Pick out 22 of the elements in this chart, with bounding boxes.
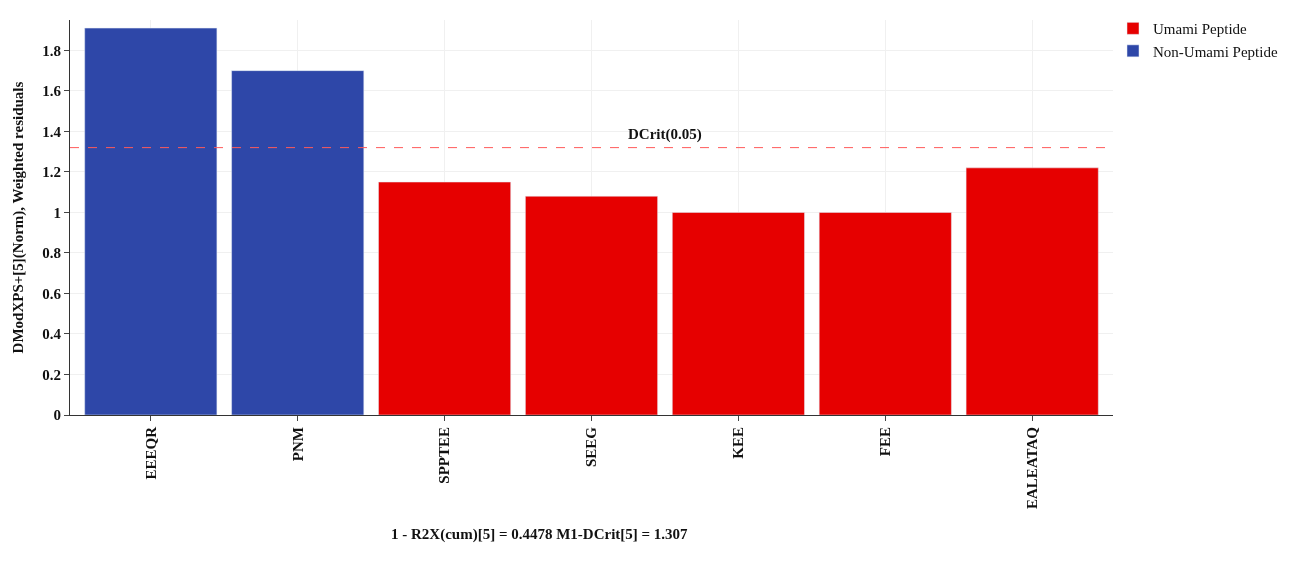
legend-label: Non-Umami Peptide (1153, 43, 1278, 60)
y-axis-title: DModXPS+[5](Norm), Weighted residuals (9, 81, 27, 354)
y-tick-label: 1.2 (42, 164, 61, 181)
y-tick-label: 1.6 (42, 83, 62, 100)
y-tick-label: 0 (53, 407, 61, 424)
legend-label: Umami Peptide (1153, 21, 1248, 38)
text: 1 - R2X(cum)[5] = 0.4478 M1-DCrit[5] = 1.307 (391, 526, 689, 543)
x-tick-label: PNM (289, 427, 306, 462)
x-tick-label: SPPTEE (436, 427, 453, 484)
x-tick-label: EALEATAQ (1024, 426, 1041, 509)
y-tick-label: 0.6 (42, 285, 62, 302)
y-tick-label: 1.4 (42, 123, 62, 140)
x-tick-label: SEEG (583, 426, 600, 468)
y-tick-label: 0.8 (42, 245, 61, 262)
ref-line-label: DCrit(0.05) (628, 126, 702, 143)
x-tick-label: EEEQR (142, 426, 159, 480)
y-tick-label: 0.4 (42, 326, 62, 343)
y-tick-label: 1 (53, 204, 61, 221)
x-tick-label: FEE (877, 427, 894, 457)
y-tick-label: 1.8 (42, 42, 61, 59)
x-tick-label: KEE (730, 427, 747, 459)
y-tick-label: 0.2 (42, 366, 61, 383)
